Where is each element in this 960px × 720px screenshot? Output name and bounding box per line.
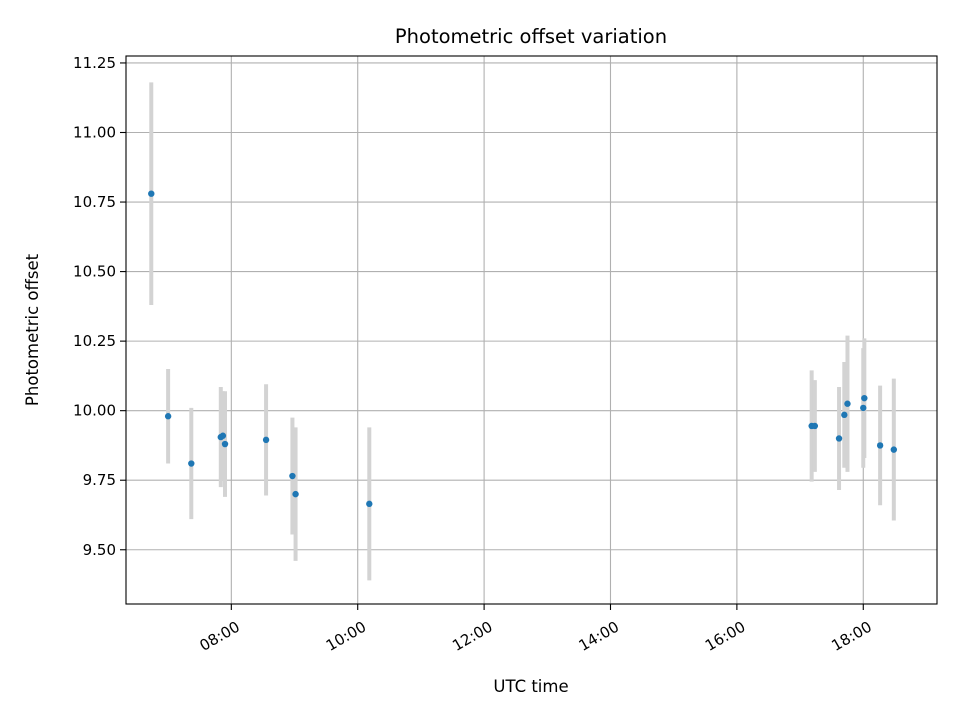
- y-axis-label: Photometric offset: [23, 253, 42, 406]
- grid: [126, 56, 937, 604]
- data-point: [164, 413, 172, 420]
- data-point: [835, 435, 843, 442]
- y-tick-label: 9.75: [83, 471, 116, 489]
- x-axis-label: UTC time: [493, 677, 568, 696]
- data-point: [844, 400, 851, 407]
- data-point: [262, 436, 270, 444]
- data-point: [188, 460, 195, 467]
- plot-frame: [125, 55, 938, 605]
- y-tick-label: 10.25: [73, 332, 116, 350]
- y-tick-label: 10.00: [73, 402, 116, 420]
- data-point: [876, 442, 884, 449]
- data-point: [148, 190, 155, 197]
- data-point: [221, 440, 229, 448]
- data-point: [890, 446, 898, 453]
- data-point: [811, 422, 819, 430]
- y-axis-ticks: 9.50 9.75 10.00 10.25 10.50 10.75 11.00 11.25: [73, 54, 126, 559]
- y-tick-label: 10.50: [73, 263, 116, 281]
- y-tick-label: 10.75: [73, 193, 116, 211]
- data-point: [292, 490, 299, 498]
- data-points: [148, 190, 898, 508]
- y-tick-label: 11.25: [73, 54, 116, 72]
- y-tick-label: 9.50: [83, 541, 116, 559]
- y-tick-label: 11.00: [73, 123, 116, 141]
- data-point: [860, 404, 867, 412]
- data-point: [219, 432, 227, 439]
- data-point: [841, 411, 848, 419]
- chart-title: Photometric offset variation: [395, 25, 667, 48]
- data-point: [366, 500, 373, 508]
- data-point: [289, 472, 296, 480]
- data-point: [861, 394, 868, 402]
